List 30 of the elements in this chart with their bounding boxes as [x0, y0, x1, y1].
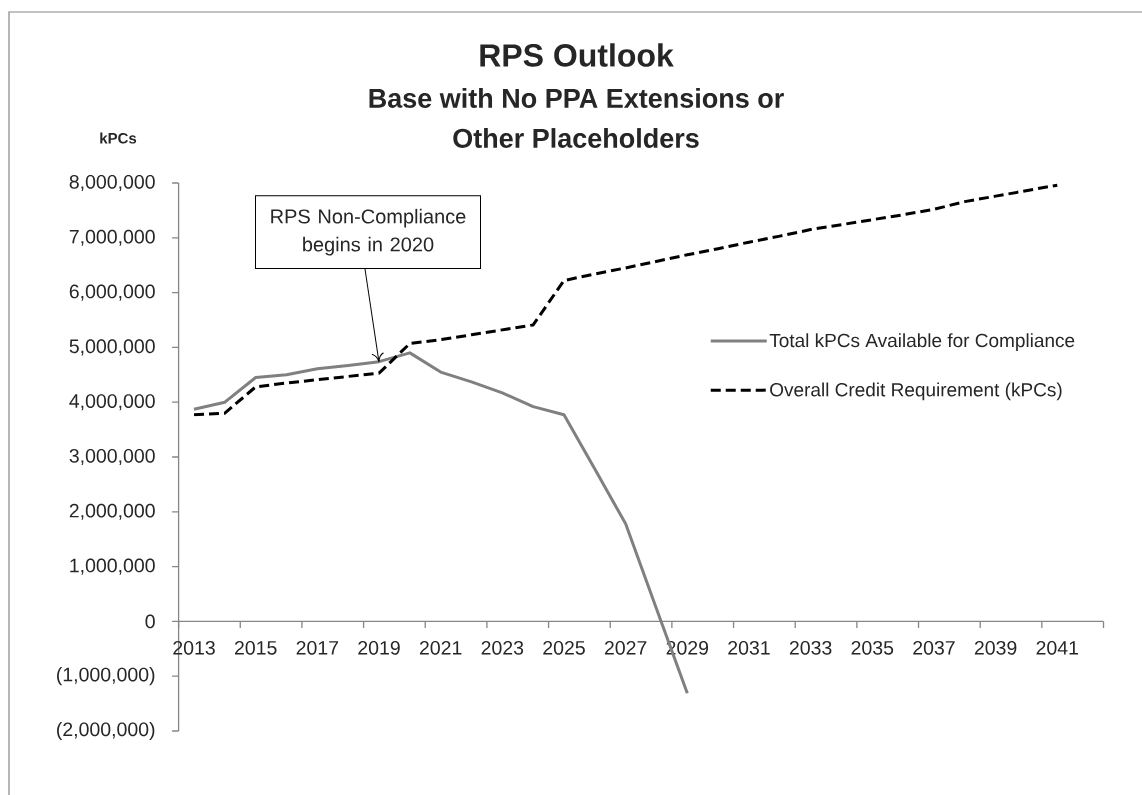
- y-tick-label: 6,000,000: [69, 284, 155, 301]
- y-tick-label: 4,000,000: [69, 394, 155, 411]
- x-tick-label: 2041: [1036, 640, 1078, 655]
- x-tick-label: 2039: [974, 640, 1017, 655]
- legend-label: Overall Credit Requirement (kPCs): [770, 382, 1062, 401]
- chart-subtitle: Base with No PPA Extensions or Other Placeholders: [369, 88, 784, 148]
- y-tick-label: 2,000,000: [69, 503, 155, 520]
- x-tick-label: 2037: [913, 640, 955, 655]
- chart-title: RPS Outlook: [480, 43, 674, 67]
- x-tick-label: 2035: [851, 640, 894, 655]
- y-tick-label: (1,000,000): [57, 667, 155, 686]
- y-tick-label: (2,000,000): [57, 721, 155, 741]
- x-tick-label: 2027: [604, 640, 647, 655]
- x-tick-label: 2017: [296, 640, 339, 655]
- x-tick-label: 2031: [728, 640, 770, 655]
- y-tick-label: 0: [145, 614, 155, 629]
- x-tick-label: 2023: [481, 640, 524, 655]
- legend-label: Total kPCs Available for Compliance: [769, 333, 1075, 351]
- annotation: RPS Non-Compliance begins in 2020: [271, 208, 466, 256]
- x-tick-label: 2033: [789, 640, 832, 655]
- x-tick-label: 2025: [543, 640, 585, 655]
- y-tick-label: 7,000,000: [69, 229, 155, 246]
- x-tick-label: 2021: [419, 640, 462, 655]
- x-tick-label: 2019: [358, 640, 400, 655]
- y-tick-label: 8,000,000: [69, 174, 155, 192]
- x-tick-label: 2015: [234, 640, 277, 655]
- y-tick-label: 3,000,000: [69, 448, 155, 466]
- y-axis-title: kPCs: [100, 132, 137, 144]
- y-tick-label: 5,000,000: [69, 339, 155, 356]
- y-tick-label: 1,000,000: [70, 558, 155, 575]
